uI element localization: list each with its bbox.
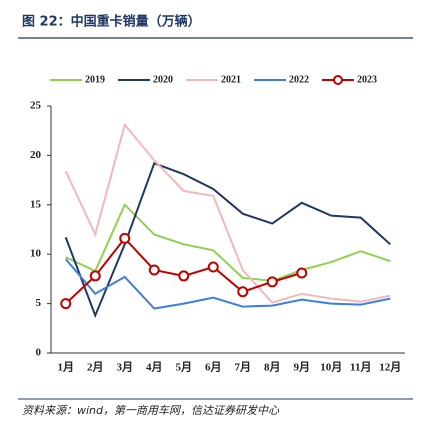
x-tick-label: 4月 [146, 361, 163, 374]
y-tick-label: 20 [30, 149, 42, 161]
legend-label: 2023 [357, 74, 377, 85]
x-tick-label: 3月 [117, 361, 134, 374]
y-tick-label: 0 [36, 347, 42, 359]
x-tick-label: 12月 [379, 361, 401, 374]
legend-label: 2019 [85, 74, 105, 85]
x-tick-label: 10月 [320, 361, 342, 374]
series-marker [148, 264, 160, 276]
series-marker [207, 261, 219, 273]
legend-label: 2020 [153, 74, 173, 85]
x-tick-label: 11月 [350, 361, 371, 374]
legend-marker [333, 75, 343, 85]
series-marker [89, 270, 101, 282]
y-tick-label: 25 [30, 100, 42, 112]
series-line [64, 162, 391, 319]
x-tick-label: 1月 [58, 361, 75, 374]
series-line [64, 258, 391, 310]
x-tick-label: 5月 [176, 361, 193, 374]
x-tick-label: 6月 [205, 361, 222, 374]
series-marker [178, 270, 190, 282]
y-tick-label: 15 [30, 198, 42, 210]
series-marker [119, 232, 131, 244]
y-tick-label: 10 [30, 248, 42, 260]
x-tick-label: 7月 [235, 361, 252, 374]
source: 资料来源：wind，第一商用车网，信达证券研发中心 [22, 404, 280, 417]
series-line [65, 203, 391, 282]
x-tick-label: 2月 [87, 361, 104, 374]
series-marker [237, 286, 249, 298]
series-marker [266, 276, 278, 288]
legend-label: 2022 [289, 74, 309, 85]
y-tick-label: 5 [36, 297, 42, 309]
chart-title: 图 22：中国重卡销量（万辆） [22, 14, 201, 30]
x-tick-label: 8月 [264, 361, 281, 374]
legend-label: 2021 [221, 74, 241, 85]
series-marker [296, 267, 308, 279]
x-tick-label: 9月 [294, 361, 311, 374]
series-marker [60, 298, 72, 310]
series-line [64, 122, 391, 304]
